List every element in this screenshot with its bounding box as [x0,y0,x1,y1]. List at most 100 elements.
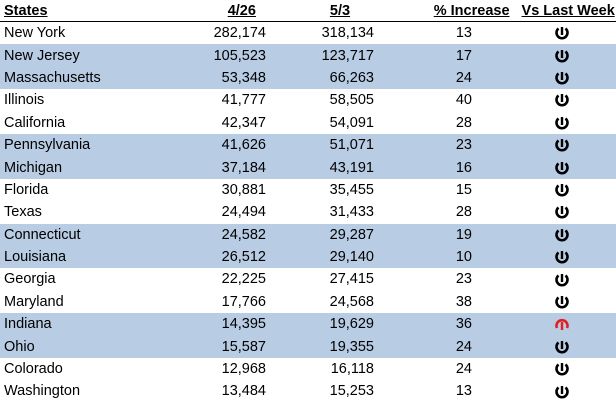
table-row: Indiana 14,395 19,629 36 [0,313,616,336]
percent-increase: 19 [455,226,472,243]
percent-increase: 17 [455,47,472,64]
value-5-3: 54,091 [329,114,374,131]
header-vs-last-week: Vs Last Week [521,2,615,19]
state-name: Colorado [4,361,63,378]
percent-increase: 28 [455,204,472,221]
value-4-26: 14,395 [221,316,266,333]
percent-increase: 13 [455,25,472,42]
trend-same-icon [555,295,569,309]
value-5-3: 24,568 [329,293,374,310]
table-row: California 42,347 54,091 28 [0,112,616,134]
percent-increase: 23 [455,137,472,154]
percent-increase: 28 [455,114,472,131]
state-name: Florida [4,181,49,198]
table-row: Maryland 17,766 24,568 38 [0,291,616,313]
trend-same-icon [555,72,569,85]
value-4-26: 15,587 [221,338,266,355]
state-name: New Jersey [4,47,80,64]
state-name: Pennsylvania [4,137,91,154]
state-name: Connecticut [4,226,81,243]
value-4-26: 30,881 [221,181,266,198]
trend-up-icon [555,319,569,331]
trend-same-icon [555,363,569,376]
value-4-26: 26,512 [221,249,266,266]
table-row: Massachusetts 53,348 66,263 24 [0,66,616,90]
value-5-3: 31,433 [329,204,374,221]
trend-same-icon [555,94,569,107]
state-name: Louisiana [4,249,67,266]
trend-same-icon [555,273,569,287]
trend-same-icon [555,206,569,219]
percent-increase: 23 [455,271,472,288]
table-row: New York 282,174 318,134 13 [0,22,616,44]
value-5-3: 29,140 [329,249,374,266]
value-4-26: 282,174 [213,25,266,42]
state-name: Maryland [4,293,64,310]
value-5-3: 43,191 [329,159,374,176]
table-row: Georgia 22,225 27,415 23 [0,268,616,290]
trend-cell [508,227,616,243]
trend-cell [508,70,616,86]
percent-increase: 24 [455,69,472,86]
trend-same-icon [555,116,569,130]
header-states: States [4,2,48,19]
percent-increase: 10 [455,249,472,266]
state-name: Indiana [4,316,52,333]
value-4-26: 24,582 [221,226,266,243]
table-body: New York 282,174 318,134 13 New Jersey 105,52… [0,22,616,403]
table-row: Texas 24,494 31,433 28 [0,201,616,223]
trend-cell [508,182,616,198]
value-4-26: 22,225 [221,271,266,288]
trend-cell [508,339,616,355]
header-row: States 4/26 5/3 % Increase Vs Last Week [0,0,616,22]
trend-cell [508,115,616,131]
table-row: Connecticut 24,582 29,287 19 [0,223,616,246]
value-4-26: 105,523 [213,47,266,64]
value-4-26: 17,766 [221,293,266,310]
table-row: Pennsylvania 41,626 51,071 23 [0,133,616,157]
value-4-26: 41,626 [221,137,266,154]
value-5-3: 123,717 [321,47,374,64]
trend-same-icon [555,385,569,399]
trend-cell [508,25,616,41]
value-4-26: 41,777 [221,92,266,109]
state-name: California [4,114,66,131]
value-5-3: 19,355 [329,338,374,355]
value-5-3: 15,253 [329,383,374,400]
value-5-3: 19,629 [329,316,374,333]
trend-cell [508,159,616,175]
trend-cell [508,383,616,399]
table-row: Ohio 15,587 19,355 24 [0,335,616,358]
value-5-3: 58,505 [329,92,374,109]
table-row: Michigan 37,184 43,191 16 [0,156,616,179]
percent-increase: 40 [455,92,472,109]
trend-cell [508,316,616,332]
value-5-3: 29,287 [329,226,374,243]
trend-cell [508,137,616,153]
percent-increase: 38 [455,293,472,310]
value-4-26: 13,484 [221,383,266,400]
table-row: Illinois 41,777 58,505 40 [0,89,616,111]
trend-same-icon [555,228,569,242]
percent-increase: 15 [455,181,472,198]
table-row: New Jersey 105,523 123,717 17 [0,44,616,67]
value-4-26: 12,968 [221,361,266,378]
percent-increase: 24 [455,338,472,355]
value-5-3: 66,263 [329,69,374,86]
state-name: Illinois [4,92,45,109]
trend-same-icon [555,49,569,63]
trend-same-icon [555,340,569,354]
state-name: Washington [4,383,81,400]
state-name: Texas [4,204,42,221]
state-name: Georgia [4,271,56,288]
header-date-5-3: 5/3 [329,2,351,19]
state-name: New York [4,25,66,42]
trend-cell [508,294,616,310]
state-name: Ohio [4,338,35,355]
value-4-26: 37,184 [221,159,266,176]
table-row: Florida 30,881 35,455 15 [0,179,616,201]
trend-same-icon [555,27,569,40]
table-row: Colorado 12,968 16,118 24 [0,358,616,380]
trend-same-icon [555,139,569,152]
